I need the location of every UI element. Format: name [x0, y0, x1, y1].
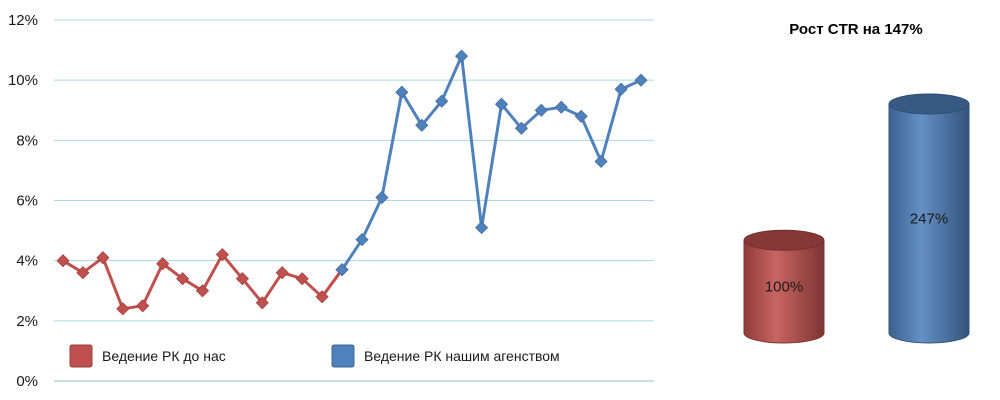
data-point: [455, 49, 469, 63]
data-point: [195, 284, 210, 298]
series-2: [335, 49, 648, 277]
data-point: [255, 296, 269, 310]
data-point: [156, 257, 170, 271]
data-point: [335, 263, 349, 277]
gridlines: [54, 19, 654, 382]
cylinder-top: [888, 93, 970, 115]
legend-label: Ведение РК до нас: [102, 348, 226, 364]
legend-label: Ведение РК нашим агенством: [364, 348, 560, 364]
data-point: [295, 272, 309, 286]
data-point: [494, 97, 509, 111]
data-point: [116, 302, 130, 316]
data-point: [554, 100, 568, 114]
data-point: [176, 272, 190, 286]
y-tick-label: 8%: [16, 132, 38, 149]
data-point: [475, 221, 489, 235]
data-point: [136, 299, 150, 313]
data-point: [315, 290, 329, 304]
chart-title: Рост CTR на 147%: [789, 21, 922, 38]
y-tick-label: 12%: [8, 12, 38, 29]
y-tick-label: 0%: [16, 373, 38, 390]
y-tick-label: 6%: [16, 193, 38, 210]
y-tick-label: 4%: [16, 253, 38, 270]
cylinder-value-label: 247%: [910, 211, 948, 228]
data-point: [76, 266, 90, 280]
data-point: [355, 233, 369, 247]
legend: Ведение РК до нас Ведение РК нашим агенст…: [69, 344, 560, 368]
data-point: [215, 248, 229, 262]
data-point: [375, 190, 389, 205]
series-1: [56, 248, 349, 316]
data-point: [235, 272, 249, 286]
data-point: [634, 73, 648, 87]
series-line: [340, 54, 642, 271]
data-point: [435, 94, 449, 108]
ctr-growth-chart: Рост CTR на 147% 100% 247%: [743, 21, 970, 344]
cylinder-value-label: 100%: [765, 279, 803, 296]
data-point: [56, 254, 70, 268]
cylinder-body: [743, 239, 825, 344]
cylinder-bar: 100%: [743, 229, 825, 344]
data-point: [614, 82, 628, 96]
cylinder-bar: 247%: [888, 93, 970, 344]
data-point: [96, 251, 110, 265]
data-point: [534, 103, 548, 117]
data-point: [395, 85, 409, 99]
cylinder-body: [888, 103, 970, 344]
y-tick-label: 2%: [16, 313, 38, 330]
y-tick-label: 10%: [8, 72, 38, 89]
y-axis-ticks: 0% 2% 4% 6% 8% 10% 12%: [8, 12, 38, 390]
legend-swatch: [331, 344, 355, 368]
data-point: [574, 109, 588, 123]
data-point: [514, 121, 528, 135]
data-point: [594, 154, 608, 168]
series: [56, 49, 648, 316]
data-point: [275, 266, 289, 280]
legend-swatch: [69, 344, 93, 368]
cylinder-top: [743, 229, 825, 251]
data-point: [415, 118, 429, 132]
